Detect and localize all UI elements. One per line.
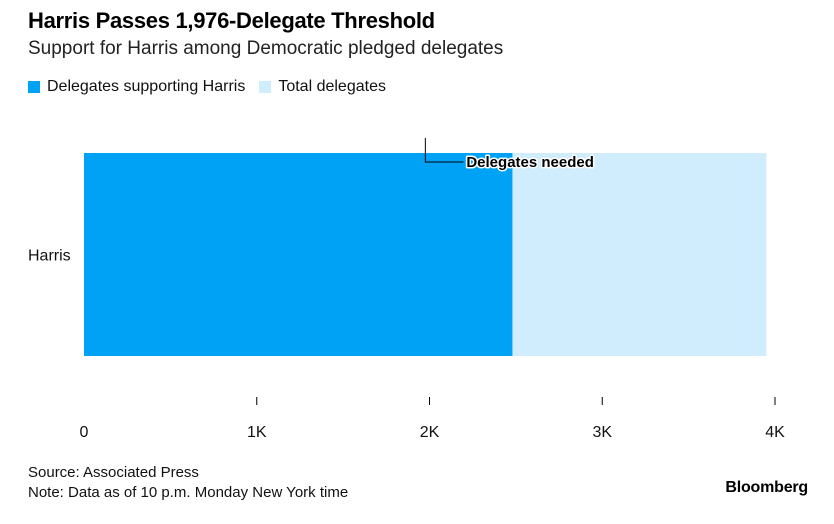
x-tick-label: 1K	[247, 424, 267, 441]
bar-delegates-supporting	[84, 153, 513, 356]
x-tick-label: 3K	[592, 424, 612, 441]
legend: Delegates supporting Harris Total delega…	[28, 78, 400, 96]
legend-label-total: Total delegates	[278, 78, 386, 95]
note-text: Note: Data as of 10 p.m. Monday New York…	[28, 484, 349, 501]
legend-item-total: Total delegates	[259, 78, 386, 96]
category-label: Harris	[28, 248, 71, 265]
bar-chart: Harris Delegates needed 0 1K 2K 3K 4K	[28, 138, 785, 441]
legend-swatch-total	[259, 81, 272, 93]
x-tick-label: 0	[80, 424, 89, 441]
chart-title: Harris Passes 1,976-Delegate Threshold	[28, 8, 435, 33]
annotation-leader-line	[424, 138, 464, 163]
x-tick-label: 2K	[420, 424, 440, 441]
bloomberg-logo: Bloomberg	[725, 479, 808, 496]
legend-swatch-supporting	[28, 81, 40, 93]
legend-item-supporting: Delegates supporting Harris	[28, 78, 245, 96]
x-tick-label: 4K	[765, 424, 785, 441]
legend-label-supporting: Delegates supporting Harris	[47, 78, 246, 95]
footer: Source: Associated Press Note: Data as o…	[28, 463, 348, 503]
annotation-label: Delegates needed	[466, 154, 594, 171]
source-text: Source: Associated Press	[28, 464, 199, 481]
chart-subtitle: Support for Harris among Democratic pled…	[28, 38, 504, 59]
